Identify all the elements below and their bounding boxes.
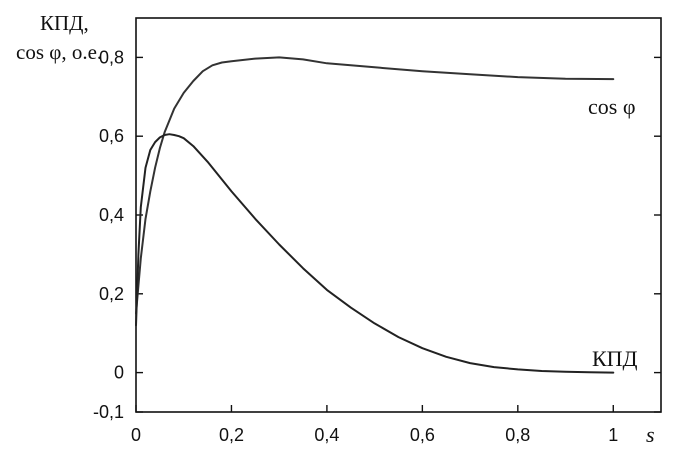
y-axis-label-line1: КПД,	[40, 11, 89, 35]
plot-frame	[135, 17, 662, 413]
annotation-kpd: КПД	[592, 346, 638, 371]
y-tick-label: 0,6	[99, 126, 124, 146]
x-tick-label: 0,2	[219, 425, 244, 445]
y-axis-label-line2: cos φ, о.е.	[16, 40, 102, 64]
y-tick-label: 0,8	[99, 47, 124, 67]
y-tick-label: 0	[114, 363, 124, 383]
series-line-kpd	[135, 133, 615, 374]
x-tick-label: 0,4	[314, 425, 339, 445]
y-tick-label: 0,4	[99, 205, 124, 225]
x-tick-label: 0	[131, 425, 141, 445]
series-line-cos-phi	[135, 56, 615, 315]
y-tick-label: -0,1	[93, 402, 124, 422]
x-tick-label: 1	[608, 425, 618, 445]
x-tick-label: 0,8	[505, 425, 530, 445]
x-tick-label: 0,6	[410, 425, 435, 445]
y-tick-label: 0,2	[99, 284, 124, 304]
annotation-cos-phi: cos φ	[588, 94, 636, 119]
x-axis-label: s	[646, 422, 655, 447]
